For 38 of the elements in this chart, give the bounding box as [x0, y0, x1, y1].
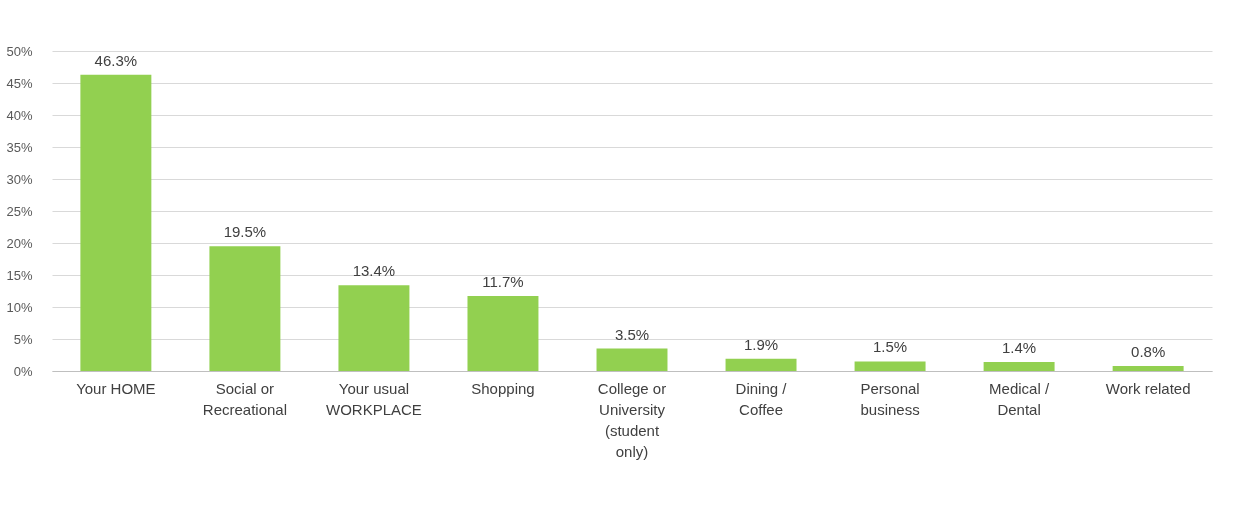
bar [1112, 365, 1184, 371]
data-label: 11.7% [482, 273, 524, 291]
data-label: 1.9% [743, 335, 779, 353]
y-tick-label: 25% [6, 203, 33, 219]
data-label: 13.4% [352, 262, 396, 280]
data-label: 1.5% [872, 338, 908, 356]
y-tick-label: 50% [6, 43, 33, 59]
bar [80, 74, 152, 371]
y-tick-label: 0% [13, 363, 33, 379]
y-tick-label: 15% [6, 267, 33, 283]
x-tick-label: Work related [1105, 379, 1191, 397]
bar [596, 348, 668, 371]
x-tick-label: Medical / Dental [989, 379, 1050, 418]
y-tick-label: 40% [6, 107, 33, 123]
x-tick-label: College or University (student only) [597, 379, 667, 460]
x-tick-label: Your usual WORKPLACE [326, 379, 422, 418]
y-tick-label: 5% [13, 331, 33, 347]
data-label: 0.8% [1131, 342, 1166, 360]
y-tick-label: 20% [6, 235, 33, 251]
data-label: 19.5% [223, 223, 267, 241]
bar [209, 246, 281, 371]
bar [338, 285, 410, 371]
x-tick-label: Social or Recreational [202, 379, 288, 418]
bar [854, 361, 926, 371]
y-tick-label: 45% [6, 75, 33, 91]
data-label: 3.5% [614, 325, 650, 343]
bar [467, 296, 539, 371]
y-tick-label: 10% [6, 299, 33, 315]
y-tick-label: 30% [6, 171, 33, 187]
data-label: 46.3% [94, 51, 138, 69]
x-tick-label: Your HOME [76, 379, 156, 397]
x-tick-label: Shopping [471, 379, 535, 397]
data-label: 1.4% [1002, 339, 1037, 357]
bar [725, 358, 797, 371]
x-tick-label: Personal business [860, 379, 920, 418]
bar [983, 362, 1055, 371]
y-tick-label: 35% [6, 139, 33, 155]
x-tick-label: Dining / Coffee [735, 379, 788, 418]
